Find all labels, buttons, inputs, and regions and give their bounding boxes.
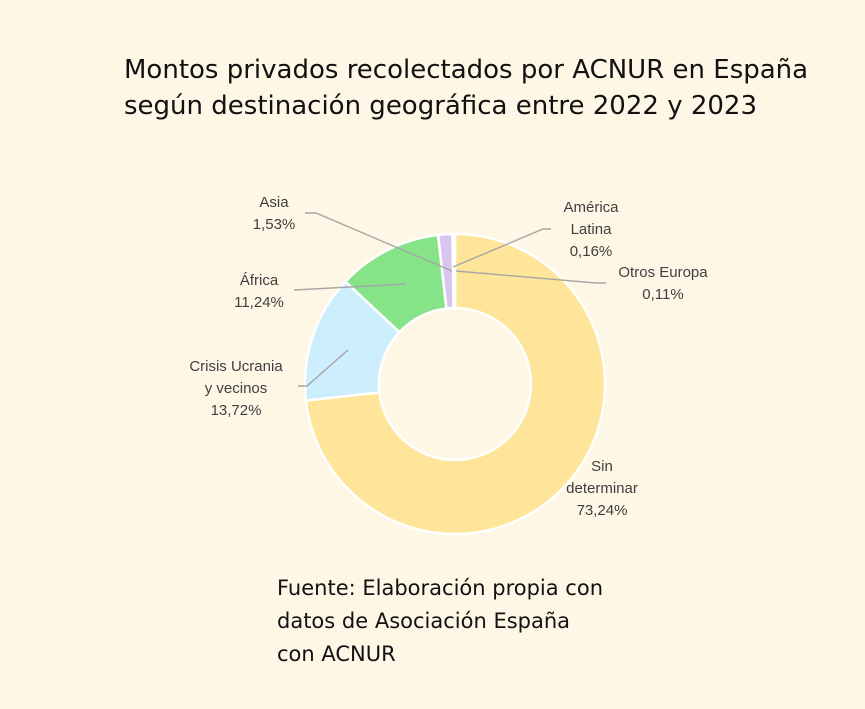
- data-label-3: Asia 1,53%: [253, 194, 296, 233]
- data-label-2: África 11,24%: [234, 272, 284, 311]
- leader-line-4: [452, 228, 551, 268]
- source-note: Fuente: Elaboración propia con datos de …: [277, 572, 697, 671]
- leader-line-1: [298, 349, 349, 387]
- leader-line-2: [293, 283, 406, 291]
- data-label-0: Sin determinar 73,24%: [566, 458, 638, 519]
- leader-line-3: [305, 212, 453, 272]
- source-line-2: datos de Asociación España: [277, 609, 571, 633]
- chart-title-line-1: Montos privados recolectados por ACNUR e…: [124, 55, 809, 85]
- data-label-1: Crisis Ucrania y vecinos 13,72%: [189, 358, 283, 419]
- source-line-3: con ACNUR: [277, 642, 396, 666]
- data-label-5: Otros Europa 0,11%: [618, 264, 708, 303]
- source-line-1: Fuente: Elaboración propia con: [277, 576, 604, 600]
- chart-title: Montos privados recolectados por ACNUR e…: [124, 52, 844, 124]
- chart-title-line-2: según destinación geográfica entre 2022 …: [124, 91, 758, 121]
- data-label-4: América Latina 0,16%: [563, 199, 619, 260]
- leader-line-5: [455, 270, 606, 284]
- donut-slice-0: [304, 232, 607, 536]
- donut-slice-5: [452, 232, 457, 310]
